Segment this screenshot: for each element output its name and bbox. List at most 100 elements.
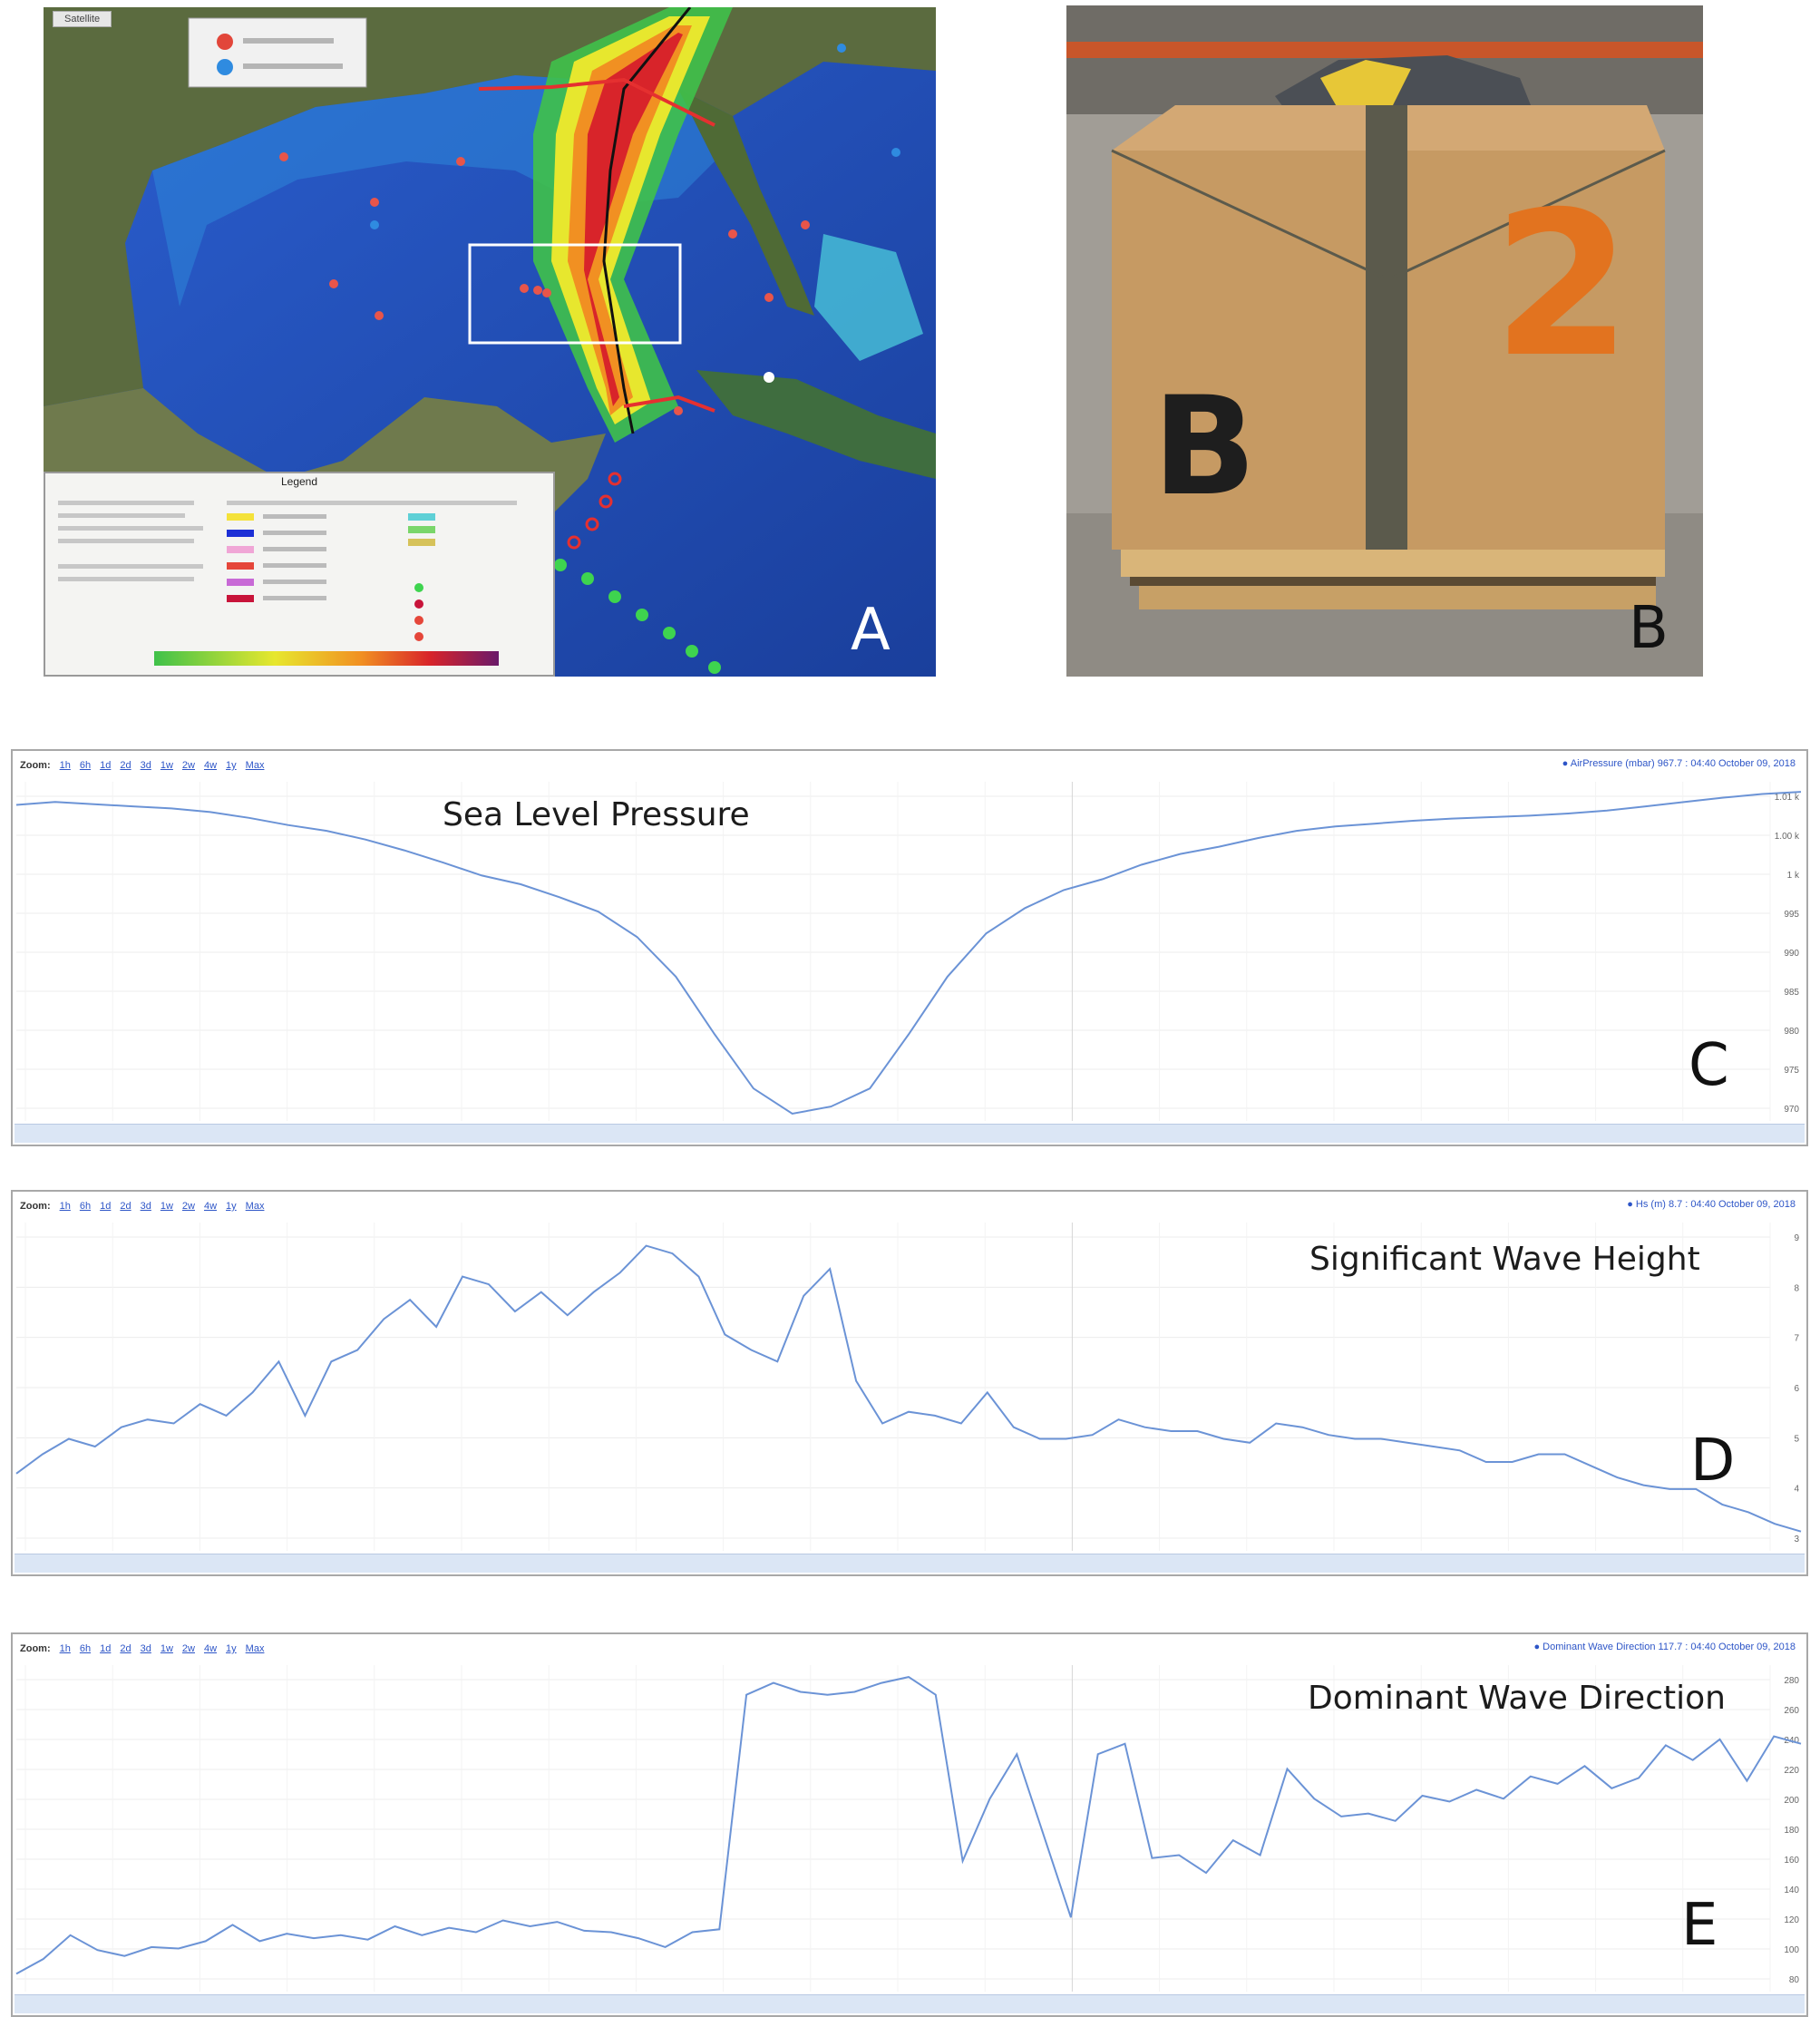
chart-significant-wave-height: 9876543Tue Oct 92 am4 am6 am8 am10 am12 … (11, 1190, 1808, 1576)
bahamas-shallows (814, 234, 923, 361)
y-tick-label: 5 (1794, 1434, 1799, 1444)
zoom-option-2w[interactable]: 2w (181, 760, 195, 771)
panel-letter-b: B (1629, 595, 1669, 662)
panel-letter-c: C (1689, 1032, 1729, 1099)
zoom-option-2w[interactable]: 2w (181, 1201, 195, 1212)
zoom-bar: Zoom: 1h 6h 1d 2d 3d 1w 2w 4w 1y Max (20, 1197, 264, 1215)
x-axis-strip (15, 1124, 1805, 1143)
zoom-option-2d[interactable]: 2d (120, 760, 131, 771)
panel-letter-d: D (1690, 1427, 1736, 1495)
y-tick-label: 140 (1784, 1885, 1799, 1895)
storm-warning-coast (478, 77, 715, 127)
zoom-option-2d[interactable]: 2d (120, 1201, 131, 1212)
y-tick-label: 280 (1784, 1676, 1799, 1686)
study-area-box (468, 243, 682, 345)
zoom-option-1h[interactable]: 1h (59, 760, 71, 771)
zoom-option-1y[interactable]: 1y (226, 1643, 237, 1654)
series-line (15, 1676, 1802, 1975)
panel-letter-e: E (1681, 1892, 1718, 1959)
chart-plot: 1.01 k1.00 k1 k995990985980975970Tue Oct… (15, 782, 1802, 1140)
zoom-option-max[interactable]: Max (245, 1643, 265, 1654)
y-tick-label: 9 (1794, 1233, 1799, 1243)
reference-marker (764, 372, 774, 383)
y-tick-label: 980 (1784, 1027, 1799, 1037)
y-tick-label: 180 (1784, 1826, 1799, 1836)
zoom-option-1d[interactable]: 1d (100, 1643, 112, 1654)
x-axis-strip (15, 1554, 1805, 1573)
series-line (15, 1244, 1802, 1533)
zoom-option-4w[interactable]: 4w (203, 760, 218, 771)
crate-graphic (1066, 5, 1703, 677)
chart-title: Sea Level Pressure (443, 796, 750, 833)
chart-sea-level-pressure: 1.01 k1.00 k1 k995990985980975970Tue Oct… (11, 749, 1808, 1146)
y-tick-label: 3 (1794, 1535, 1799, 1544)
buoy-markers-blue (370, 44, 900, 229)
zoom-option-1d[interactable]: 1d (100, 760, 112, 771)
y-tick-label: 1 k (1787, 871, 1800, 881)
value-readout: ● Dominant Wave Direction 117.7 : 04:40 … (1533, 1642, 1796, 1652)
zoom-bar: Zoom: 1h 6h 1d 2d 3d 1w 2w 4w 1y Max (20, 756, 264, 775)
zoom-option-3d[interactable]: 3d (140, 760, 151, 771)
zoom-bar: Zoom: 1h 6h 1d 2d 3d 1w 2w 4w 1y Max (20, 1640, 264, 1658)
zoom-option-max[interactable]: Max (245, 1201, 265, 1212)
zoom-option-1y[interactable]: 1y (226, 1201, 237, 1212)
y-tick-label: 975 (1784, 1066, 1799, 1076)
y-tick-label: 990 (1784, 949, 1799, 959)
zoom-option-1w[interactable]: 1w (160, 1201, 173, 1212)
wind-cone-red (584, 33, 683, 406)
zoom-label: Zoom: (20, 1201, 51, 1212)
value-readout: ● Hs (m) 8.7 : 04:40 October 09, 2018 (1627, 1199, 1796, 1210)
legend-title: Legend (280, 475, 318, 488)
zoom-option-4w[interactable]: 4w (203, 1201, 218, 1212)
zoom-option-1d[interactable]: 1d (100, 1201, 112, 1212)
zoom-option-1y[interactable]: 1y (226, 760, 237, 771)
y-tick-label: 995 (1784, 910, 1799, 920)
y-tick-label: 200 (1784, 1796, 1799, 1806)
y-tick-label: 4 (1794, 1485, 1799, 1495)
zoom-option-6h[interactable]: 6h (79, 1201, 92, 1212)
series-line (15, 791, 1802, 1116)
crate-letter: B (1153, 368, 1257, 526)
y-tick-label: 220 (1784, 1766, 1799, 1776)
y-tick-label: 80 (1789, 1975, 1800, 1985)
instrument-crate-photo: 2 B B (1066, 5, 1703, 677)
y-tick-label: 260 (1784, 1706, 1799, 1716)
chart-dominant-wave-direction: 28026024022020018016014012010080Tue Oct … (11, 1632, 1808, 2017)
panel-letter-a: A (851, 597, 891, 664)
zoom-option-1w[interactable]: 1w (160, 760, 173, 771)
zoom-option-6h[interactable]: 6h (79, 760, 92, 771)
storm-warning-south (623, 395, 715, 413)
y-tick-label: 7 (1794, 1334, 1799, 1344)
map-legend: Legend (44, 472, 555, 677)
zoom-option-3d[interactable]: 3d (140, 1643, 151, 1654)
land-cuba (696, 370, 936, 479)
zoom-option-1w[interactable]: 1w (160, 1643, 173, 1654)
y-tick-label: 6 (1794, 1384, 1799, 1394)
satellite-tab: Satellite (53, 11, 112, 27)
y-tick-label: 100 (1784, 1945, 1799, 1955)
buoy-markers (279, 152, 810, 415)
zoom-option-3d[interactable]: 3d (140, 1201, 151, 1212)
zoom-label: Zoom: (20, 1643, 51, 1654)
y-tick-label: 160 (1784, 1856, 1799, 1866)
crate-number: 2 (1493, 169, 1632, 401)
zoom-option-max[interactable]: Max (245, 760, 265, 771)
chart-title: Dominant Wave Direction (1308, 1680, 1726, 1717)
zoom-option-6h[interactable]: 6h (79, 1643, 92, 1654)
x-axis-strip (15, 1994, 1805, 2013)
land-north (44, 7, 936, 406)
zoom-option-1h[interactable]: 1h (59, 1201, 71, 1212)
value-readout: ● AirPressure (mbar) 967.7 : 04:40 Octob… (1562, 758, 1796, 769)
zoom-option-1h[interactable]: 1h (59, 1643, 71, 1654)
hurricane-track-map: Satellite Legend (44, 7, 936, 677)
zoom-option-2d[interactable]: 2d (120, 1643, 131, 1654)
zoom-option-4w[interactable]: 4w (203, 1643, 218, 1654)
y-tick-label: 985 (1784, 988, 1799, 998)
marker-legend (188, 17, 367, 88)
zoom-option-2w[interactable]: 2w (181, 1643, 195, 1654)
y-tick-label: 120 (1784, 1915, 1799, 1925)
forecast-track (602, 7, 692, 434)
y-tick-label: 1.01 k (1775, 793, 1800, 803)
y-tick-label: 8 (1794, 1283, 1799, 1293)
chart-title: Significant Wave Height (1309, 1241, 1700, 1278)
